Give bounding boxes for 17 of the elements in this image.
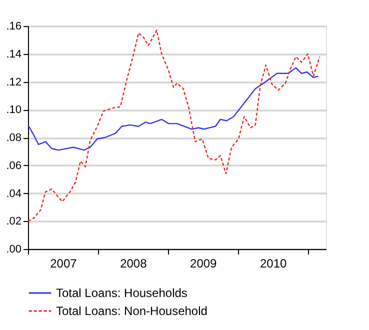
line-series — [27, 30, 320, 222]
x-tick-label: 2008 — [120, 256, 148, 270]
y-tick-label: .08 — [6, 132, 22, 144]
line-series — [27, 67, 319, 151]
y-tick-label: .06 — [6, 160, 22, 172]
y-tick-label: .16 — [6, 20, 22, 32]
y-tick-label: .10 — [6, 104, 22, 116]
y-tick-label: .00 — [6, 244, 22, 256]
y-tick-label: .12 — [6, 76, 22, 88]
y-tick-label: .04 — [6, 188, 22, 200]
legend-label: Total Loans: Non-Household — [56, 304, 208, 318]
y-tick-label: .14 — [6, 48, 22, 60]
legend-label: Total Loans: Households — [56, 286, 188, 300]
x-tick-label: 2010 — [260, 256, 288, 270]
x-tick-label: 2009 — [190, 256, 218, 270]
x-tick-label: 2007 — [50, 256, 78, 270]
y-tick-label: .02 — [6, 216, 22, 228]
